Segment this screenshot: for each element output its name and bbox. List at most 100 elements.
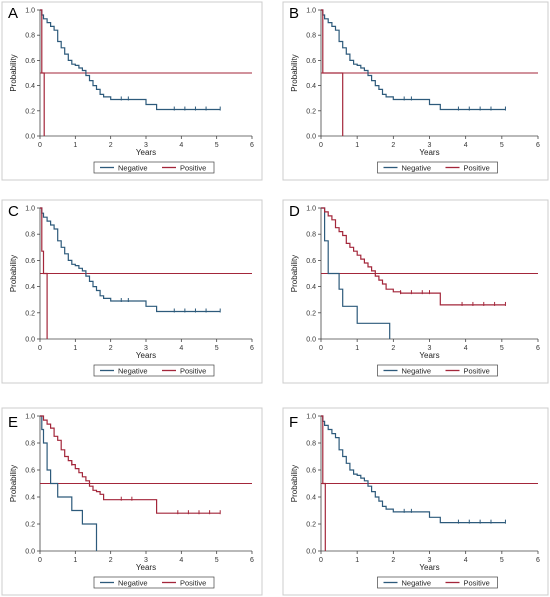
legend-label-positive: Positive <box>464 366 490 375</box>
panel-letter: F <box>289 414 298 431</box>
y-tick-label: 0.0 <box>306 549 316 556</box>
x-tick-label: 5 <box>215 142 219 149</box>
panel-letter: D <box>289 203 300 220</box>
x-tick-label: 4 <box>464 345 468 352</box>
y-tick-label: 1.0 <box>306 414 316 421</box>
y-tick-label: 0.6 <box>25 58 35 65</box>
y-tick-label: 0.8 <box>25 441 35 448</box>
x-tick-label: 1 <box>355 557 359 564</box>
legend-box <box>377 161 498 174</box>
panel-b: B 0.0 0.2 0.4 0.6 0.8 1.0 0 1 2 3 4 5 6 Years Probabili… <box>282 1 549 181</box>
y-tick-label: 0.6 <box>25 258 35 265</box>
x-tick-label: 6 <box>250 142 254 149</box>
panel-frame <box>1 1 263 181</box>
x-tick-label: 1 <box>73 557 77 564</box>
y-tick-label: 0.4 <box>25 284 35 291</box>
x-tick-label: 4 <box>464 557 468 564</box>
y-tick-label: 0.8 <box>306 441 316 448</box>
y-tick-label: 0.2 <box>306 108 316 115</box>
x-axis-title: Years <box>136 563 156 572</box>
panel-frame <box>282 199 549 384</box>
legend-box <box>93 364 215 377</box>
y-axis-title: Probability <box>290 54 299 91</box>
y-tick-label: 0.2 <box>306 310 316 317</box>
legend-label-positive: Positive <box>180 366 206 375</box>
legend-box <box>93 576 215 589</box>
x-tick-label: 5 <box>500 345 504 352</box>
y-tick-label: 0.4 <box>306 83 316 90</box>
x-tick-label: 0 <box>38 345 42 352</box>
x-tick-label: 5 <box>500 142 504 149</box>
x-tick-label: 2 <box>109 557 113 564</box>
legend-label-positive: Positive <box>180 578 206 587</box>
y-tick-label: 0.0 <box>25 549 35 556</box>
y-tick-label: 0.2 <box>306 522 316 529</box>
y-tick-label: 0.8 <box>25 232 35 239</box>
panel-letter: B <box>289 5 299 22</box>
x-tick-label: 5 <box>215 557 219 564</box>
series-negative-line <box>321 415 506 524</box>
x-tick-label: 4 <box>179 557 183 564</box>
series-negative-line <box>321 9 506 111</box>
x-tick-label: 0 <box>319 345 323 352</box>
y-tick-label: 0.8 <box>306 232 316 239</box>
legend-label-negative: Negative <box>118 163 148 172</box>
panel-letter: E <box>8 414 18 431</box>
x-tick-label: 3 <box>144 557 148 564</box>
x-axis-title: Years <box>419 351 439 360</box>
x-tick-label: 1 <box>73 345 77 352</box>
x-tick-label: 3 <box>144 142 148 149</box>
legend-label-negative: Negative <box>402 366 432 375</box>
x-tick-label: 6 <box>250 345 254 352</box>
x-tick-label: 1 <box>73 142 77 149</box>
legend-label-negative: Negative <box>402 163 432 172</box>
x-axis-title: Years <box>419 563 439 572</box>
panel-letter: A <box>8 5 18 22</box>
x-tick-label: 2 <box>391 557 395 564</box>
series-negative-line <box>40 9 221 111</box>
y-tick-label: 0.6 <box>306 468 316 475</box>
series-positive-line <box>321 415 326 551</box>
y-tick-label: 0.4 <box>25 495 35 502</box>
y-tick-label: 0.4 <box>25 83 35 90</box>
y-tick-label: 0.6 <box>306 258 316 265</box>
y-tick-label: 1.0 <box>25 414 35 421</box>
panel-e: E 0.0 0.2 0.4 0.6 0.8 1.0 0 1 2 3 4 5 6 Years Probabili… <box>1 407 263 596</box>
x-tick-label: 3 <box>428 557 432 564</box>
legend-box <box>377 576 498 589</box>
y-tick-label: 0.6 <box>306 58 316 65</box>
panel-frame <box>282 1 549 181</box>
x-tick-label: 2 <box>109 142 113 149</box>
x-tick-label: 0 <box>38 142 42 149</box>
x-tick-label: 6 <box>536 345 540 352</box>
x-tick-label: 2 <box>109 345 113 352</box>
y-tick-label: 1.0 <box>306 8 316 15</box>
y-axis-title: Probability <box>290 255 299 292</box>
x-tick-label: 0 <box>319 557 323 564</box>
panel-d: D 0.0 0.2 0.4 0.6 0.8 1.0 0 1 2 3 4 5 6 Years Probabili… <box>282 199 549 384</box>
panel-frame <box>1 199 263 384</box>
x-tick-label: 3 <box>144 345 148 352</box>
series-positive-line <box>40 207 48 339</box>
y-tick-label: 0.0 <box>306 337 316 344</box>
x-tick-label: 2 <box>391 142 395 149</box>
y-axis-title: Probability <box>290 465 299 502</box>
legend-label-positive: Positive <box>464 578 490 587</box>
y-tick-label: 1.0 <box>306 206 316 213</box>
x-tick-label: 0 <box>38 557 42 564</box>
panel-c: C 0.0 0.2 0.4 0.6 0.8 1.0 0 1 2 3 4 5 6 Years Probabili… <box>1 199 263 384</box>
legend-box <box>93 161 215 174</box>
y-tick-label: 0.2 <box>25 310 35 317</box>
x-tick-label: 6 <box>250 557 254 564</box>
y-tick-label: 0.0 <box>306 134 316 141</box>
y-tick-label: 0.4 <box>306 284 316 291</box>
x-axis-title: Years <box>136 148 156 157</box>
legend-label-negative: Negative <box>118 366 148 375</box>
y-tick-label: 1.0 <box>25 8 35 15</box>
y-axis-title: Probability <box>9 54 18 91</box>
y-tick-label: 0.4 <box>306 495 316 502</box>
y-tick-label: 0.2 <box>25 108 35 115</box>
y-tick-label: 0.0 <box>25 134 35 141</box>
y-tick-label: 0.2 <box>25 522 35 529</box>
